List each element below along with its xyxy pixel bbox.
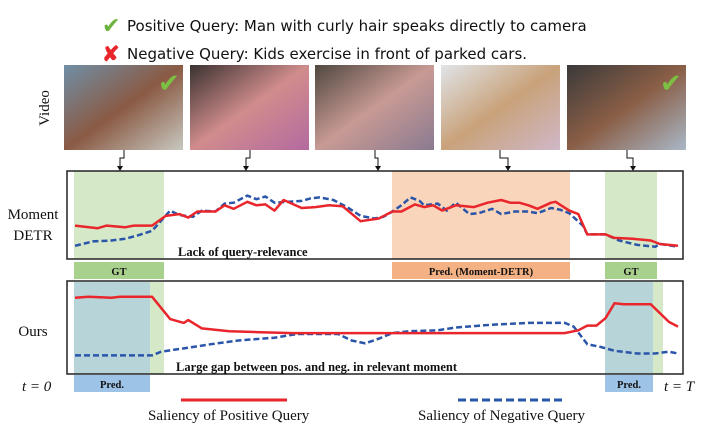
video-frames: ✔ ✔ [64, 65, 686, 150]
legend-positive-label: Saliency of Positive Query [148, 408, 310, 424]
arrow-heads [117, 166, 636, 171]
video-frame [190, 65, 309, 150]
gt-region [605, 171, 657, 259]
video-frame [315, 65, 434, 150]
ours-positive-saliency-line [74, 295, 679, 335]
frame-connectors [119, 150, 634, 168]
ours-label: Ours [18, 324, 47, 340]
check-icon: ✔ [158, 69, 180, 98]
moment-detr-curves [74, 194, 679, 248]
legend-negative-label: Saliency of Negative Query [418, 408, 586, 424]
pred-bar-label: Pred. (Moment-DETR) [429, 267, 534, 278]
negative-query-text: Negative Query: Kids exercise in front o… [127, 45, 527, 63]
gt-region [74, 171, 164, 259]
ours-curves [74, 295, 679, 357]
check-icon: ✔ [102, 13, 120, 38]
cross-icon: ✘ [102, 42, 120, 66]
video-label: Video [37, 90, 53, 126]
pred-bar [74, 375, 150, 392]
check-icon: ✔ [660, 69, 682, 98]
gt-bar [605, 262, 657, 279]
time-end-label: t = T [664, 379, 696, 395]
pred-region [605, 282, 653, 374]
gt-bar-label: GT [111, 267, 126, 278]
video-frame [64, 65, 183, 150]
pred-region [392, 171, 570, 259]
negative-query: ✘ Negative Query: Kids exercise in front… [102, 42, 527, 66]
moment-detr-label-2: DETR [13, 228, 52, 244]
ours-panel [66, 280, 684, 375]
video-frame [567, 65, 686, 150]
pred-bar-label: Pred. [100, 380, 124, 391]
pred-bar [392, 262, 570, 279]
positive-query-text: Positive Query: Man with curly hair spea… [127, 17, 587, 35]
moment-detr-panel [66, 170, 684, 260]
pred-bar [605, 375, 653, 392]
moment-detr-positive-saliency-line [74, 198, 679, 248]
pred-bar-label: Pred. [617, 380, 641, 391]
video-frame [441, 65, 560, 150]
positive-query: ✔ Positive Query: Man with curly hair sp… [102, 13, 587, 38]
gt-bar [74, 262, 164, 279]
ours-negative-saliency-line [75, 321, 679, 357]
moment-detr-annotation: Lack of query-relevance [178, 245, 308, 259]
gt-bar-label: GT [623, 267, 638, 278]
ours-annotation: Large gap between pos. and neg. in relev… [176, 360, 458, 374]
time-start-label: t = 0 [22, 379, 52, 395]
moment-detr-negative-saliency-line [74, 194, 679, 248]
moment-detr-label: Moment [8, 207, 60, 223]
